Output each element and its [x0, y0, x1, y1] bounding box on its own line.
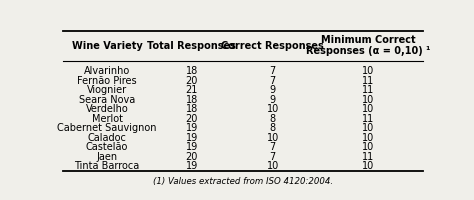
Text: 10: 10 — [362, 95, 374, 105]
Text: 18: 18 — [185, 95, 198, 105]
Text: 10: 10 — [266, 133, 279, 143]
Text: 19: 19 — [185, 161, 198, 171]
Text: Alvarinho: Alvarinho — [84, 66, 130, 76]
Text: 20: 20 — [185, 76, 198, 86]
Text: 11: 11 — [362, 76, 374, 86]
Text: Caladoc: Caladoc — [88, 133, 127, 143]
Text: Viognier: Viognier — [87, 85, 127, 95]
Text: 20: 20 — [185, 152, 198, 162]
Text: 10: 10 — [362, 66, 374, 76]
Text: 7: 7 — [270, 66, 276, 76]
Text: 11: 11 — [362, 85, 374, 95]
Text: Merlot: Merlot — [91, 114, 122, 124]
Text: Verdelho: Verdelho — [86, 104, 128, 114]
Text: 10: 10 — [362, 104, 374, 114]
Text: 18: 18 — [185, 66, 198, 76]
Text: 10: 10 — [266, 104, 279, 114]
Text: 7: 7 — [270, 152, 276, 162]
Text: 11: 11 — [362, 114, 374, 124]
Text: Fernão Pires: Fernão Pires — [77, 76, 137, 86]
Text: 7: 7 — [270, 142, 276, 152]
Text: Correct Responses: Correct Responses — [221, 41, 324, 51]
Text: 9: 9 — [270, 85, 276, 95]
Text: 11: 11 — [362, 152, 374, 162]
Text: 10: 10 — [362, 123, 374, 133]
Text: (1) Values extracted from ISO 4120:2004.: (1) Values extracted from ISO 4120:2004. — [153, 177, 333, 186]
Text: 8: 8 — [270, 114, 276, 124]
Text: 19: 19 — [185, 133, 198, 143]
Text: Cabernet Sauvignon: Cabernet Sauvignon — [57, 123, 157, 133]
Text: Seara Nova: Seara Nova — [79, 95, 135, 105]
Text: Jaen: Jaen — [97, 152, 118, 162]
Text: 10: 10 — [362, 133, 374, 143]
Text: 20: 20 — [185, 114, 198, 124]
Text: 9: 9 — [270, 95, 276, 105]
Text: 10: 10 — [362, 142, 374, 152]
Text: 10: 10 — [266, 161, 279, 171]
Text: 19: 19 — [185, 123, 198, 133]
Text: 18: 18 — [185, 104, 198, 114]
Text: 19: 19 — [185, 142, 198, 152]
Text: 21: 21 — [185, 85, 198, 95]
Text: 8: 8 — [270, 123, 276, 133]
Text: Total Responses: Total Responses — [147, 41, 236, 51]
Text: 7: 7 — [270, 76, 276, 86]
Text: Tinta Barroca: Tinta Barroca — [74, 161, 140, 171]
Text: Castelão: Castelão — [86, 142, 128, 152]
Text: Minimum Correct
Responses (α = 0,10) ¹: Minimum Correct Responses (α = 0,10) ¹ — [306, 35, 430, 56]
Text: Wine Variety: Wine Variety — [72, 41, 142, 51]
Text: 10: 10 — [362, 161, 374, 171]
